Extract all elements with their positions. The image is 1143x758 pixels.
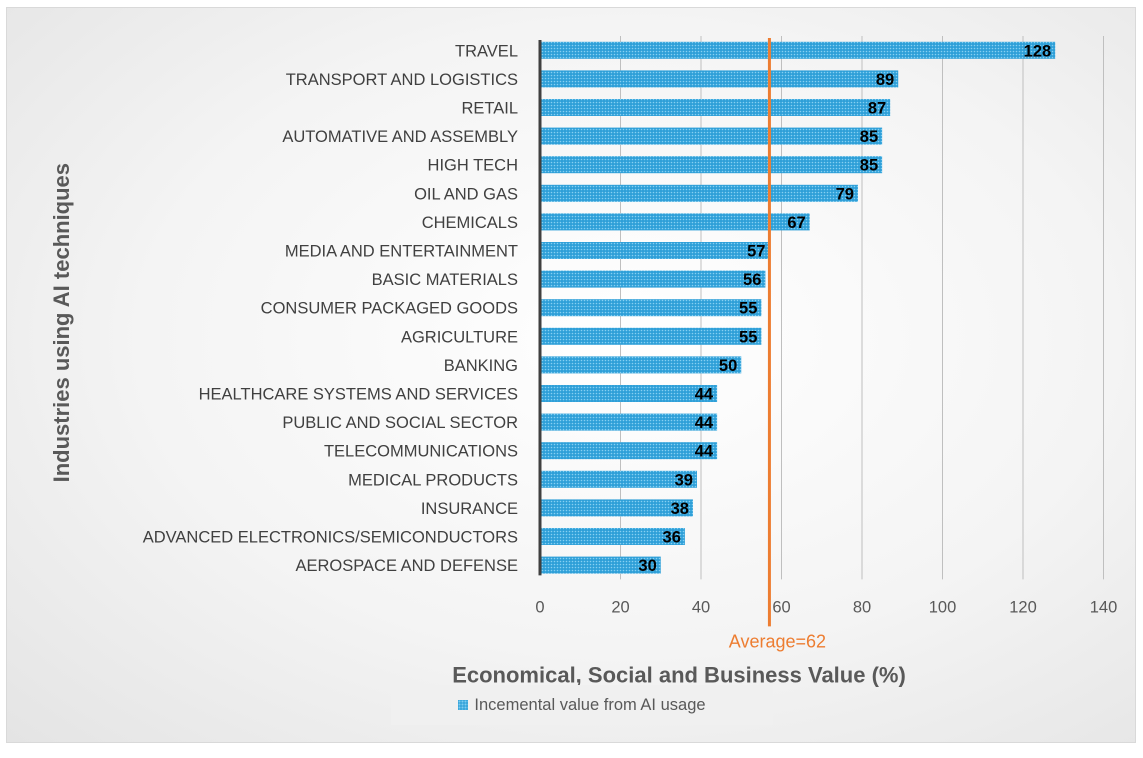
x-tick-label: 0 (535, 598, 544, 616)
x-tick-label: 20 (611, 598, 629, 616)
average-label: Average=62 (729, 631, 826, 651)
data-label: 85 (860, 128, 878, 146)
data-label: 89 (876, 71, 894, 89)
bar (540, 41, 1056, 59)
x-tick-label: 100 (929, 598, 957, 616)
bar (540, 70, 899, 88)
data-label: 55 (739, 328, 757, 346)
bar (540, 385, 718, 402)
bars (540, 41, 1056, 574)
category-label: BASIC MATERIALS (372, 271, 518, 289)
legend: Incemental value from AI usage (391, 685, 773, 725)
bar (540, 99, 891, 116)
legend-swatch (458, 700, 469, 710)
bar (540, 470, 697, 488)
data-label: 39 (675, 471, 693, 489)
bar (540, 413, 718, 431)
category-label: AEROSPACE AND DEFENSE (295, 557, 518, 575)
category-label: AGRICULTURE (401, 328, 518, 346)
category-label: CHEMICALS (422, 214, 518, 232)
bar (540, 242, 770, 259)
category-label: MEDIA AND ENTERTAINMENT (285, 243, 518, 261)
legend-label: Incemental value from AI usage (474, 695, 706, 714)
bar (540, 156, 883, 174)
x-axis-title: Economical, Social and Business Value (%… (452, 662, 906, 687)
category-label: TRAVEL (455, 42, 518, 60)
bar (540, 528, 685, 545)
x-tick-label: 140 (1090, 598, 1118, 616)
bar (540, 499, 693, 517)
category-labels: TRAVEL TRANSPORT AND LOGISTICS RETAIL AUTOM… (143, 42, 518, 575)
data-label: 44 (695, 443, 714, 461)
category-label: TELECOMMUNICATIONS (324, 443, 518, 461)
y-axis-title: Industries using AI techniques (49, 163, 74, 482)
category-label: TRANSPORT AND LOGISTICS (286, 71, 518, 89)
chart-area: TRAVEL TRANSPORT AND LOGISTICS RETAIL AUTOM… (6, 7, 1136, 743)
data-label: 38 (671, 500, 689, 518)
x-tick-label: 80 (853, 598, 871, 616)
category-label: BANKING (444, 357, 518, 375)
bar (540, 299, 762, 317)
bar (540, 442, 718, 460)
data-label: 44 (695, 414, 714, 432)
x-tick-labels: 0 20 40 60 80 100 120 140 (535, 598, 1117, 616)
category-label: OIL AND GAS (414, 185, 518, 203)
data-label: 36 (663, 529, 681, 547)
data-label: 44 (695, 386, 714, 404)
category-label: RETAIL (461, 100, 518, 118)
x-tick-label: 60 (772, 598, 790, 616)
data-label: 50 (719, 357, 737, 375)
data-label: 30 (638, 557, 656, 575)
category-label: AUTOMATIVE AND ASSEMBLY (282, 128, 518, 146)
bar (540, 356, 742, 374)
x-tick-label: 120 (1009, 598, 1037, 616)
bar (540, 270, 766, 288)
data-label: 85 (860, 157, 878, 175)
x-tick-label: 40 (692, 598, 710, 616)
bar-chart: TRAVEL TRANSPORT AND LOGISTICS RETAIL AUTOM… (49, 36, 1117, 687)
category-label: CONSUMER PACKAGED GOODS (261, 300, 518, 318)
category-label: PUBLIC AND SOCIAL SECTOR (282, 414, 518, 432)
data-label: 55 (739, 300, 757, 318)
category-label: ADVANCED ELECTRONICS/SEMICONDUCTORS (143, 529, 518, 547)
category-label: HEALTHCARE SYSTEMS AND SERVICES (199, 386, 518, 404)
category-label: MEDICAL PRODUCTS (348, 471, 518, 489)
category-label: INSURANCE (421, 500, 518, 518)
data-label: 79 (836, 185, 854, 203)
bar (540, 327, 762, 345)
bar (540, 556, 661, 574)
data-label: 57 (747, 243, 765, 261)
category-label: HIGH TECH (428, 157, 518, 175)
bar (540, 213, 810, 231)
bar (540, 184, 858, 202)
data-label: 128 (1024, 42, 1052, 60)
bar (540, 127, 883, 145)
data-label: 56 (743, 271, 761, 289)
data-label: 67 (787, 214, 805, 232)
gridlines (620, 36, 1104, 580)
data-label: 87 (868, 100, 886, 118)
